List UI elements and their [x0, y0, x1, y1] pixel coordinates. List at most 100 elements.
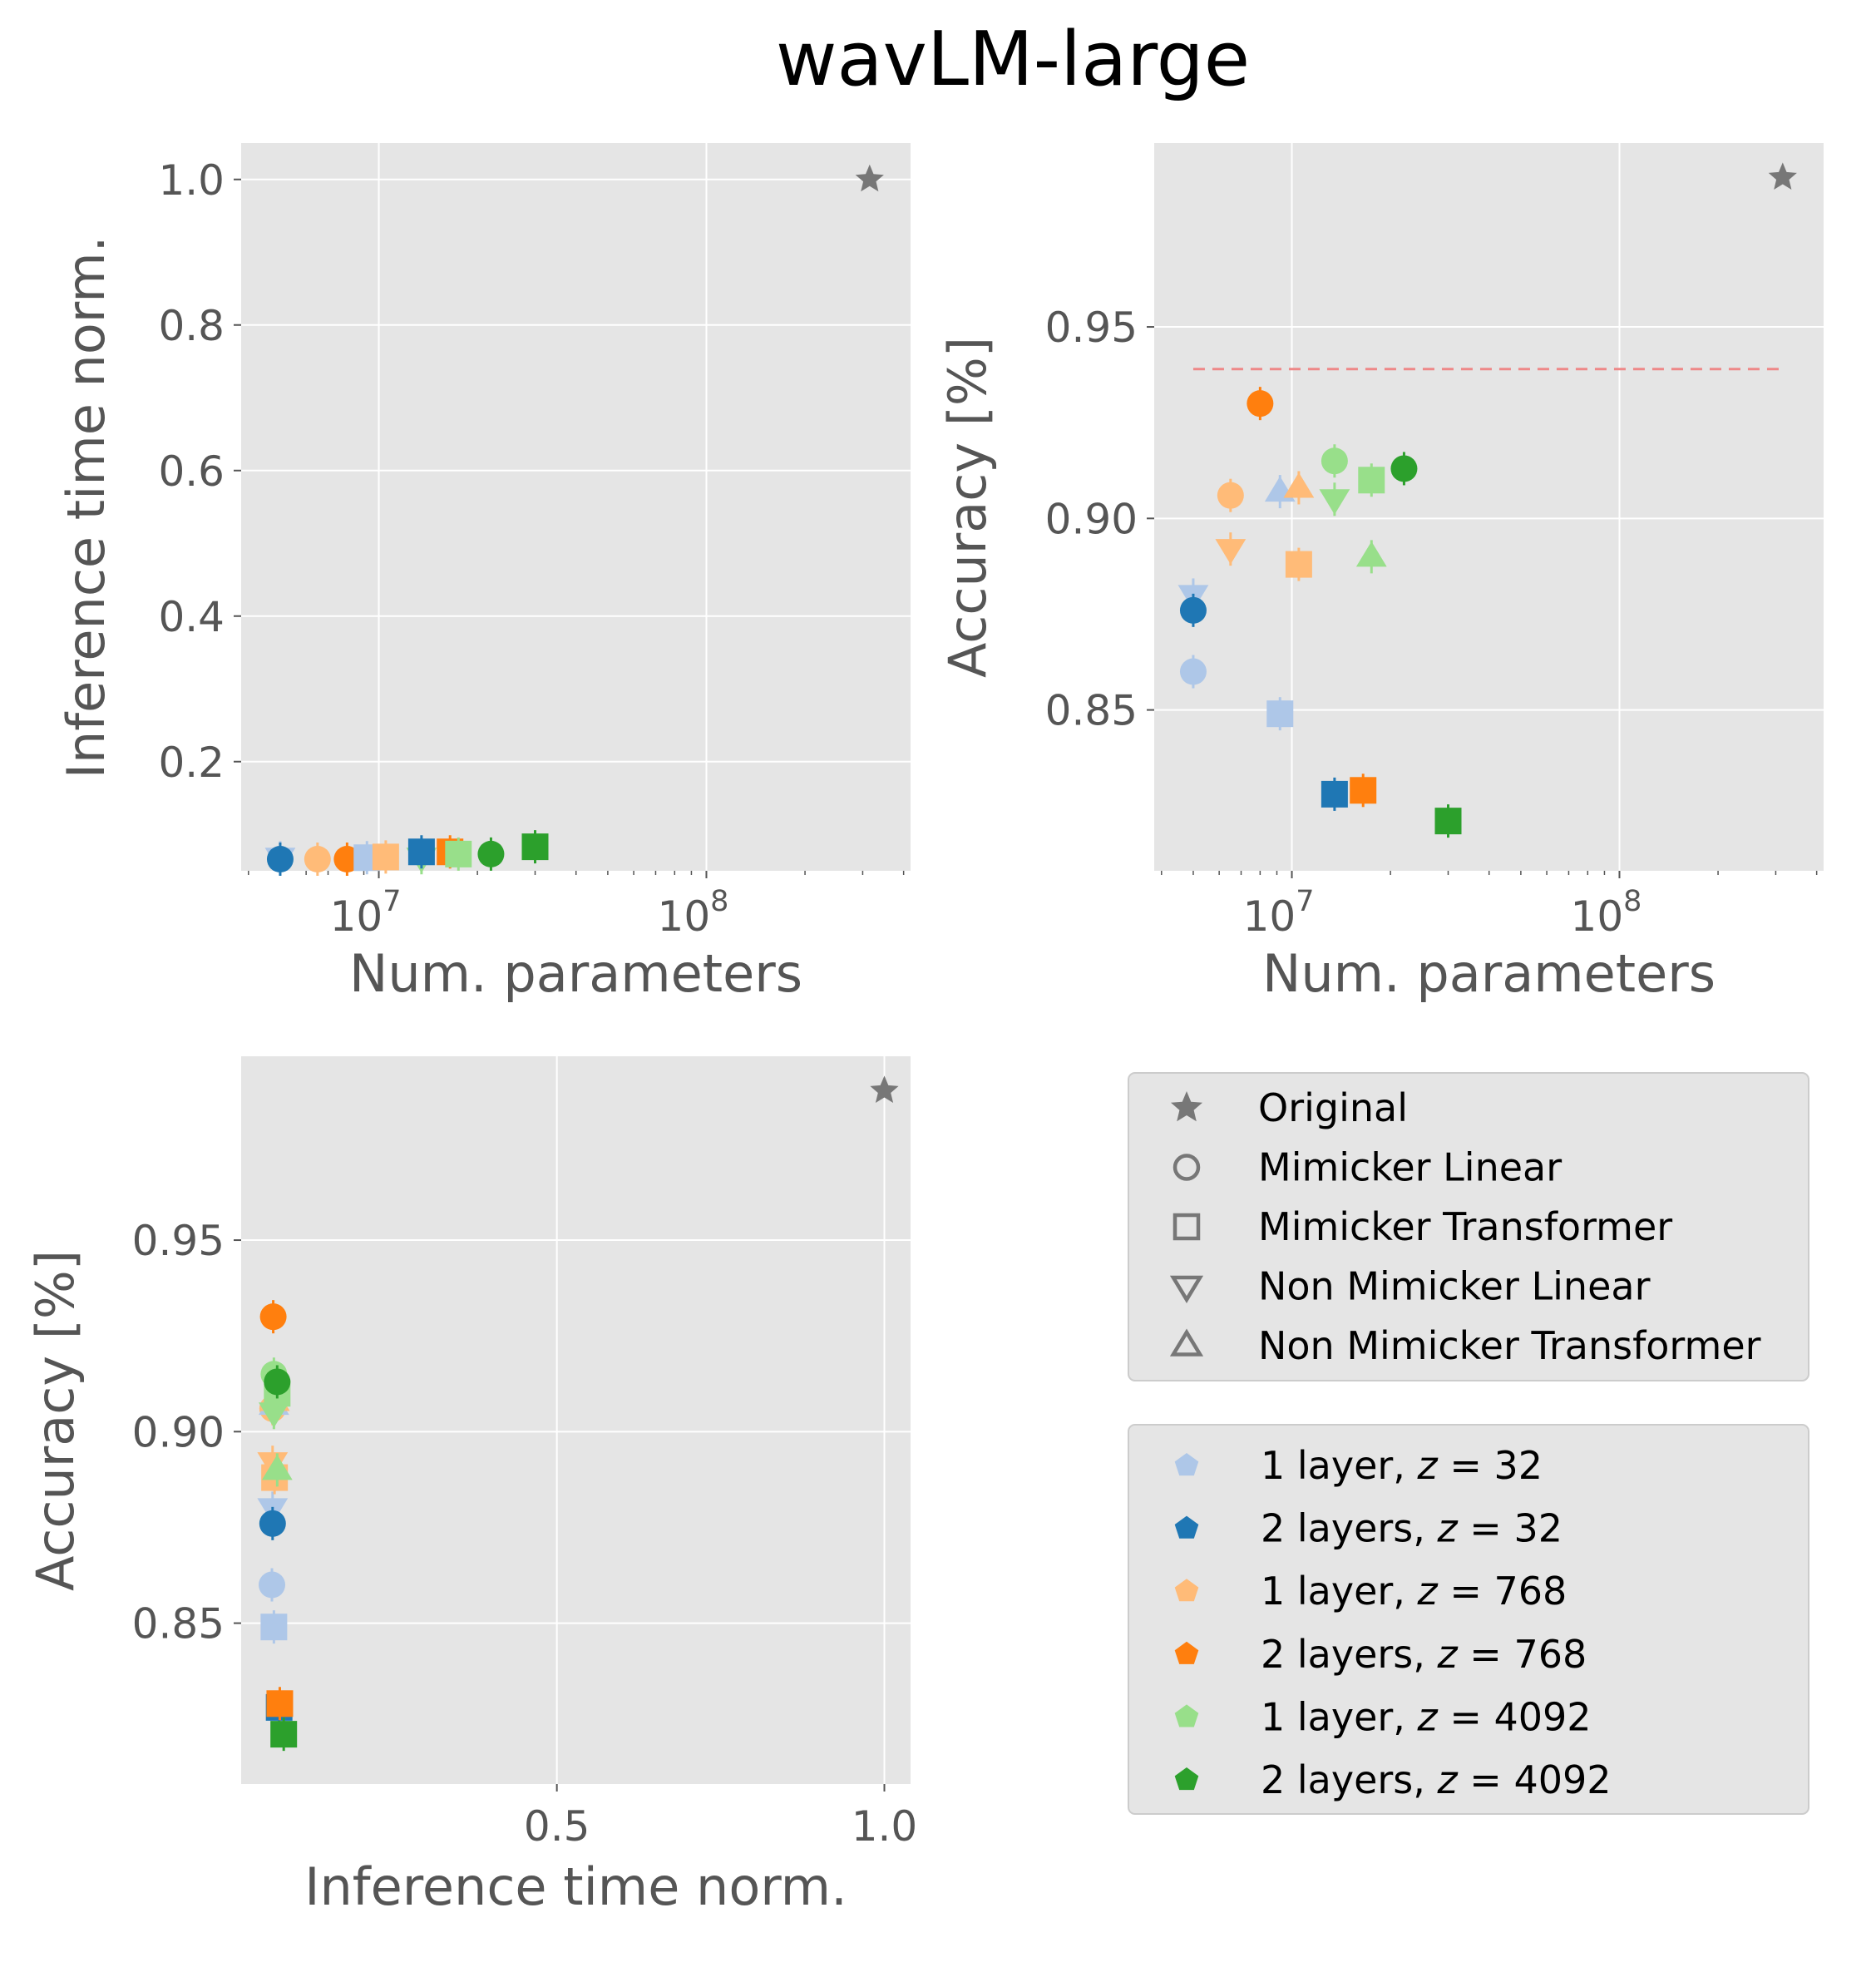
legend-z-value: 768: [1494, 1569, 1567, 1614]
x-tick-exponent: 8: [710, 885, 728, 918]
y-tick-label: 0.90: [1045, 495, 1138, 543]
data-point-square: [270, 1721, 298, 1748]
data-point-triangle-down: [1215, 539, 1247, 565]
legend-z-symbol: z: [1437, 1757, 1459, 1802]
legend-z-value: 4092: [1513, 1757, 1611, 1802]
legend-item: Mimicker Transformer: [1172, 1204, 1672, 1249]
legend-label: 2 layers, z = 32: [1261, 1506, 1563, 1551]
y-tick-label: 0.8: [158, 302, 225, 350]
legend-pentagon-icon: [1174, 1767, 1199, 1791]
plot-area: [241, 143, 911, 871]
legend-item: 1 layer, z = 4092: [1174, 1694, 1592, 1739]
data-point-square: [445, 840, 472, 867]
legend-square-icon: [1172, 1213, 1201, 1241]
x-tick-label: 108: [1571, 885, 1642, 941]
legend-item: 1 layer, z = 32: [1174, 1443, 1543, 1488]
legend-z-value: 4092: [1494, 1694, 1592, 1739]
legend-pentagon-icon: [1174, 1704, 1199, 1727]
legend-z-symbol: z: [1437, 1506, 1459, 1551]
legend-item: 2 layers, z = 768: [1174, 1632, 1587, 1677]
legend-label-prefix: 1 layer,: [1261, 1694, 1418, 1739]
data-point-square: [1358, 467, 1385, 494]
data-point-square: [1434, 808, 1462, 835]
data-point-circle: [477, 840, 505, 867]
data-point-circle: [1390, 455, 1418, 482]
data-point-circle: [1179, 658, 1207, 685]
x-tick-base: 10: [658, 892, 711, 941]
y-tick-label: 0.4: [158, 593, 225, 641]
legend-item: Non Mimicker Linear: [1169, 1264, 1651, 1309]
legend-equals: =: [1438, 1443, 1494, 1488]
y-tick-label: 0.6: [158, 447, 225, 496]
legend-pentagon-icon: [1174, 1515, 1199, 1539]
legend-equals: =: [1458, 1506, 1514, 1551]
data-point-square: [372, 843, 399, 871]
y-tick-label: 1.0: [158, 156, 225, 205]
data-point-circle: [259, 1571, 286, 1599]
legend-label: 1 layer, z = 32: [1261, 1443, 1543, 1488]
y-tick-label: 0.90: [132, 1408, 225, 1456]
legend-equals: =: [1458, 1757, 1514, 1802]
legend-frame: [1128, 1424, 1809, 1815]
y-tick-label: 0.85: [132, 1600, 225, 1648]
legend-item: 2 layers, z = 32: [1174, 1506, 1563, 1551]
y-axis-label: Accuracy [%]: [25, 1250, 86, 1591]
x-tick-exponent: 7: [1296, 885, 1314, 918]
legend-circle-icon: [1172, 1154, 1201, 1181]
data-point-square: [266, 1690, 294, 1717]
y-tick-label: 0.85: [1045, 687, 1138, 735]
data-point-circle: [1247, 390, 1274, 418]
y-tick-label: 0.2: [158, 739, 225, 787]
legend-label: 1 layer, z = 4092: [1261, 1694, 1592, 1739]
data-point-triangle-up: [1355, 541, 1387, 567]
legend-label: 2 layers, z = 768: [1261, 1632, 1587, 1677]
x-tick-label: 108: [658, 885, 729, 941]
legend-item: Original: [1171, 1085, 1408, 1130]
x-axis-label: Num. parameters: [349, 943, 802, 1004]
legend-item: 2 layers, z = 4092: [1174, 1757, 1612, 1802]
legend-label-prefix: 1 layer,: [1261, 1569, 1418, 1614]
legend-z-symbol: z: [1417, 1694, 1439, 1739]
legend-z-symbol: z: [1417, 1569, 1439, 1614]
legend-triangle-up-icon: [1169, 1328, 1204, 1357]
legend-equals: =: [1438, 1694, 1494, 1739]
legend-label: 1 layer, z = 768: [1261, 1569, 1567, 1614]
y-tick-label: 0.95: [132, 1217, 225, 1265]
legend-item: Mimicker Linear: [1172, 1145, 1562, 1190]
data-point-star: [1768, 162, 1797, 190]
x-tick-label: 107: [330, 885, 402, 941]
legend-label: Mimicker Linear: [1258, 1145, 1562, 1190]
x-axis-label: Inference time norm.: [304, 1856, 847, 1917]
y-tick-label: 0.95: [1045, 304, 1138, 352]
legend-label-prefix: 2 layers,: [1261, 1506, 1438, 1551]
legend-pentagon-icon: [1174, 1579, 1199, 1602]
legend-z-value: 768: [1513, 1632, 1587, 1677]
legend-item: Non Mimicker Transformer: [1169, 1323, 1761, 1368]
legend-pentagon-icon: [1174, 1641, 1199, 1664]
legend-label: Non Mimicker Linear: [1258, 1264, 1651, 1309]
y-axis-label: Accuracy [%]: [937, 337, 998, 678]
x-tick-base: 10: [1243, 892, 1296, 941]
x-tick-base: 10: [330, 892, 383, 941]
legend-z-symbol: z: [1417, 1443, 1439, 1488]
x-tick-base: 10: [1571, 892, 1624, 941]
data-point-circle: [259, 1303, 287, 1331]
legend-label: Non Mimicker Transformer: [1258, 1323, 1761, 1368]
data-point-circle: [304, 846, 331, 872]
legend-frame: [1128, 1072, 1809, 1381]
legend-label-prefix: 2 layers,: [1261, 1632, 1438, 1677]
legend-z-symbol: z: [1437, 1632, 1459, 1677]
y-axis-label: Inference time norm.: [56, 236, 116, 779]
legend-pentagon-icon: [1174, 1453, 1199, 1476]
data-point-triangle-down: [1319, 489, 1350, 515]
data-point-square: [1321, 780, 1348, 808]
legend-star-icon: [1171, 1091, 1202, 1122]
data-point-star: [855, 164, 884, 192]
legend-equals: =: [1438, 1569, 1494, 1614]
legend-z-value: 32: [1513, 1506, 1563, 1551]
data-point-circle: [1179, 596, 1207, 624]
data-point-circle: [1321, 447, 1348, 475]
data-point-circle: [264, 1368, 291, 1396]
